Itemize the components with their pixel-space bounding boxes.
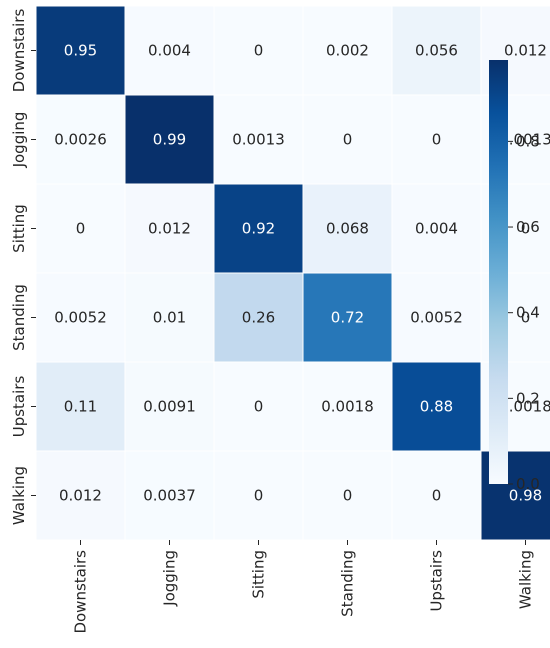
heatmap-cell-3-4 (391, 272, 482, 363)
heatmap-cell-0-2 (213, 5, 304, 96)
cell-label-0-2: 0 (254, 42, 264, 60)
cell-label-5-2: 0 (254, 487, 264, 505)
cell-label-5-1: 0.0037 (143, 487, 196, 505)
cell-label-1-0: 0.0026 (54, 131, 107, 149)
cell-label-3-5: 0 (521, 309, 531, 327)
x-tick-label-1: Jogging (161, 550, 179, 607)
x-axis: Downstairs Jogging Sitting Standing Upstairs… (72, 540, 535, 634)
y-tick-label-5: Walking (10, 466, 28, 525)
cell-label-2-5: 0 (521, 220, 531, 238)
colorbar-tick-label-0: 0.0 (516, 475, 540, 493)
heatmap-cell-2-1 (124, 183, 215, 274)
heatmap-cell-5-1 (124, 450, 215, 541)
cell-label-2-1: 0.012 (148, 220, 191, 238)
cell-label-4-0: 0.11 (64, 398, 97, 416)
cell-label-0-4: 0.056 (415, 42, 458, 60)
cell-label-2-2: 0.92 (242, 220, 275, 238)
heatmap-cell-3-1 (124, 272, 215, 363)
cell-label-4-5: 0.0018 (499, 398, 550, 416)
cell-label-2-3: 0.068 (326, 220, 369, 238)
heatmap-cell-4-2 (213, 361, 304, 452)
cell-label-3-2: 0.26 (242, 309, 275, 327)
colorbar: 0.0 0.2 0.4 0.6 0.8 (489, 60, 540, 493)
cell-label-0-1: 0.004 (148, 42, 191, 60)
heatmap-cell-1-3 (302, 94, 393, 185)
heatmap-cells (35, 5, 550, 541)
heatmap-cell-4-0 (35, 361, 126, 452)
heatmap-cell-2-4 (391, 183, 482, 274)
colorbar-gradient (489, 60, 508, 484)
heatmap-cell-5-4 (391, 450, 482, 541)
x-tick-label-5: Walking (517, 550, 535, 609)
y-axis: Downstairs Jogging Sitting Standing Upstairs… (10, 9, 36, 525)
y-tick-label-1: Jogging (10, 112, 28, 169)
x-tick-label-0: Downstairs (72, 550, 90, 634)
cell-label-2-0: 0 (76, 220, 86, 238)
cell-label-3-1: 0.01 (153, 309, 186, 327)
cell-label-2-4: 0.004 (415, 220, 458, 238)
heatmap-cell-4-1 (124, 361, 215, 452)
cell-label-5-3: 0 (343, 487, 353, 505)
cell-label-5-4: 0 (432, 487, 442, 505)
cell-label-0-0: 0.95 (64, 42, 97, 60)
cell-label-4-3: 0.0018 (321, 398, 374, 416)
cell-label-3-4: 0.0052 (410, 309, 463, 327)
cell-label-1-3: 0 (343, 131, 353, 149)
heatmap-cell-1-4 (391, 94, 482, 185)
cell-label-4-2: 0 (254, 398, 264, 416)
cell-label-4-1: 0.0091 (143, 398, 196, 416)
cell-label-4-4: 0.88 (420, 398, 453, 416)
cell-label-3-3: 0.72 (331, 309, 364, 327)
heatmap-cell-5-2 (213, 450, 304, 541)
colorbar-tick-label-3: 0.6 (516, 218, 540, 236)
heatmap-cell-0-1 (124, 5, 215, 96)
cell-label-3-0: 0.0052 (54, 309, 107, 327)
colorbar-tick-label-1: 0.2 (516, 389, 540, 407)
y-tick-label-4: Upstairs (10, 376, 28, 438)
cell-label-5-0: 0.012 (59, 487, 102, 505)
heatmap-cell-2-2 (213, 183, 304, 274)
heatmap-cell-3-0 (35, 272, 126, 363)
x-tick-label-2: Sitting (250, 550, 268, 599)
heatmap-cell-0-0 (35, 5, 126, 96)
x-tick-label-3: Standing (339, 550, 357, 617)
cell-label-0-3: 0.002 (326, 42, 369, 60)
cell-label-1-5: 0.0013 (499, 131, 550, 149)
cell-label-1-1: 0.99 (153, 131, 186, 149)
heatmap-cell-2-0 (35, 183, 126, 274)
cell-label-5-5: 0.98 (509, 487, 542, 505)
heatmap-cell-3-2 (213, 272, 304, 363)
cell-label-1-2: 0.0013 (232, 131, 285, 149)
y-tick-label-3: Standing (10, 284, 28, 351)
x-tick-label-4: Upstairs (428, 550, 446, 612)
y-tick-label-2: Sitting (10, 204, 28, 253)
heatmap-cell-5-3 (302, 450, 393, 541)
heatmap-cell-0-4 (391, 5, 482, 96)
colorbar-tick-label-2: 0.4 (516, 304, 540, 322)
heatmap-cell-0-3 (302, 5, 393, 96)
cell-label-0-5: 0.012 (504, 42, 547, 60)
cell-label-1-4: 0 (432, 131, 442, 149)
heatmap-cell-2-3 (302, 183, 393, 274)
heatmap-cell-labels: 0.95 0.004 0 0.002 0.056 0.012 0.0026 0.99 0.001… (54, 42, 550, 505)
y-tick-label-0: Downstairs (10, 9, 28, 93)
colorbar-tick-label-4: 0.8 (516, 132, 540, 150)
